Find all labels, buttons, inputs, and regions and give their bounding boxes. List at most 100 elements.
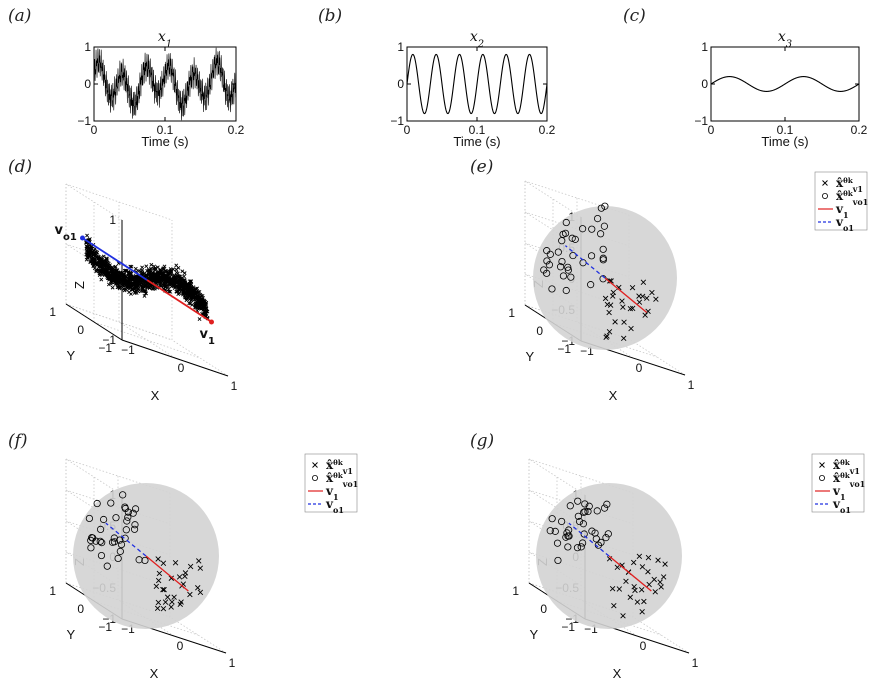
- scatter-point: [163, 269, 168, 273]
- grid-line: [628, 338, 686, 376]
- cross-point: [620, 304, 626, 310]
- scatter-point: [89, 250, 94, 255]
- circle-point: [96, 525, 105, 533]
- cross-point: [627, 594, 634, 600]
- circle-point: [108, 538, 117, 546]
- scatter-point: [137, 277, 142, 282]
- cross-point: [619, 298, 625, 304]
- scatter-point: [195, 303, 200, 308]
- circle-point: [604, 530, 612, 538]
- circle-point: [554, 248, 562, 256]
- circle-point: [573, 544, 582, 552]
- y-tick-label: 0: [77, 323, 84, 337]
- x-tick-label: 0.1: [157, 123, 174, 137]
- circle-point: [597, 230, 605, 238]
- circle-point: [588, 225, 596, 233]
- x-tick-label: −1: [121, 343, 135, 357]
- cross-point: [162, 599, 169, 605]
- cross-point: [172, 560, 179, 566]
- v1-vector: [608, 555, 652, 592]
- scatter-point: [201, 300, 206, 305]
- y-tick-label: 1: [49, 305, 56, 319]
- scatter-point: [106, 265, 110, 270]
- circle-point: [580, 530, 588, 538]
- scatter-point: [110, 278, 115, 283]
- vo1-vector: [105, 522, 147, 557]
- scatter-point: [199, 293, 204, 298]
- grid-line: [93, 321, 201, 359]
- scatter-point: [85, 256, 90, 261]
- y-tick-label: −1: [694, 114, 708, 128]
- scatter-point: [158, 269, 163, 274]
- scatter-point: [172, 276, 177, 281]
- y-axis-label: Y: [66, 627, 75, 642]
- circle-point: [564, 263, 572, 271]
- scatter-point: [109, 278, 114, 283]
- scatter-point: [110, 285, 115, 290]
- circle-point: [141, 556, 149, 565]
- circle-point: [121, 534, 129, 542]
- grid-line: [65, 243, 173, 281]
- scatter-point: [148, 266, 153, 271]
- cross-point: [652, 589, 658, 595]
- circle-point: [103, 562, 111, 570]
- x-tick-label: 0: [636, 361, 643, 375]
- cross-point: [645, 569, 651, 575]
- scatter-point: [104, 257, 109, 262]
- circle-point: [562, 218, 570, 227]
- scatter-point: [167, 272, 172, 277]
- scatter-point: [150, 273, 155, 278]
- scatter-point: [101, 254, 106, 259]
- circle-point: [124, 508, 132, 516]
- cross-point: [644, 295, 650, 301]
- scatter-point: [99, 277, 104, 282]
- grid-line: [169, 616, 227, 654]
- circle-point: [131, 521, 139, 529]
- y-tick-label: −1: [390, 114, 404, 128]
- x-tick-label: 1: [229, 656, 236, 670]
- scatter-point: [113, 280, 118, 285]
- y-tick-label: 1: [49, 584, 56, 598]
- z-tick-label: 1: [109, 213, 116, 227]
- circle-point: [556, 263, 565, 271]
- y-tick-label: 1: [701, 40, 708, 54]
- cross-point: [156, 570, 163, 577]
- cross-point: [658, 584, 664, 590]
- circle-point: [548, 285, 556, 293]
- scatter-point: [97, 256, 102, 261]
- circle-point: [117, 540, 126, 549]
- scatter-point: [174, 267, 179, 272]
- y-tick-label: 1: [84, 40, 91, 54]
- scatter-point: [95, 250, 100, 255]
- scatter-point: [184, 298, 189, 303]
- scatter-point: [197, 317, 202, 321]
- cross-point: [607, 302, 614, 308]
- cross-point: [604, 301, 611, 308]
- scatter-point: [127, 283, 131, 288]
- x-tick-label: 1: [231, 379, 238, 393]
- cross-point: [645, 554, 652, 561]
- scatter-point: [157, 279, 161, 284]
- scatter-point: [195, 293, 200, 298]
- y-tick-label: 0: [701, 77, 708, 91]
- scatter-point: [193, 294, 198, 299]
- scatter-point: [184, 292, 189, 297]
- scatter-point: [155, 265, 160, 270]
- circle-point: [562, 533, 570, 541]
- scatter-point: [118, 280, 123, 285]
- y-tick-label: 0: [540, 602, 547, 616]
- circle-point: [577, 543, 585, 551]
- scatter-point: [174, 270, 179, 275]
- y-tick-label: 1: [397, 40, 404, 54]
- y-tick-label: 0: [77, 602, 84, 616]
- scatter-point: [153, 271, 158, 276]
- scatter-point: [112, 274, 117, 279]
- circle-point: [571, 235, 579, 243]
- grid-line: [65, 183, 173, 221]
- scatter-point: [94, 267, 99, 272]
- cross-point: [160, 560, 167, 566]
- scatter-point: [176, 274, 181, 279]
- scatter-point: [113, 264, 118, 269]
